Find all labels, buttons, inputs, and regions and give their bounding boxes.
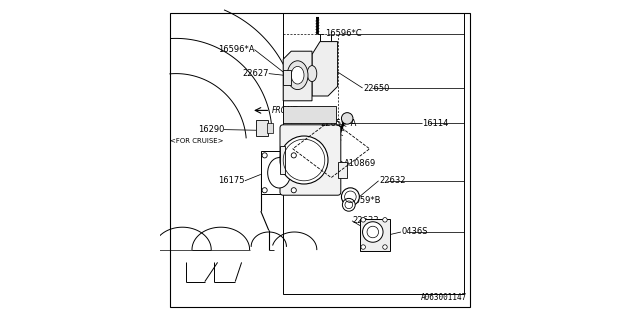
Ellipse shape [287, 61, 308, 90]
Circle shape [361, 218, 365, 222]
Text: 22633: 22633 [352, 216, 379, 225]
Bar [268, 123, 273, 133]
Bar [283, 13, 464, 294]
Circle shape [342, 198, 355, 211]
Text: 16596*A: 16596*A [218, 45, 254, 54]
Circle shape [361, 245, 365, 249]
Bar [283, 106, 336, 123]
Polygon shape [283, 51, 312, 101]
Text: 22650: 22650 [364, 84, 390, 92]
Circle shape [262, 188, 268, 193]
Circle shape [383, 218, 387, 222]
Text: 16114: 16114 [422, 119, 449, 128]
FancyBboxPatch shape [280, 125, 340, 195]
Text: 16175: 16175 [218, 176, 245, 185]
Text: 22659*B: 22659*B [344, 196, 381, 204]
Bar [360, 219, 390, 251]
Circle shape [362, 222, 383, 242]
Circle shape [291, 153, 296, 158]
Bar [256, 120, 268, 136]
Text: 22632: 22632 [380, 176, 406, 185]
Polygon shape [312, 42, 338, 96]
Text: <FOR CRUISE>: <FOR CRUISE> [170, 139, 224, 144]
Circle shape [280, 136, 328, 184]
Text: 22659*A: 22659*A [320, 119, 356, 128]
Bar [338, 162, 348, 178]
Ellipse shape [268, 158, 291, 188]
Text: 0436S: 0436S [402, 228, 428, 236]
Text: A063001147: A063001147 [421, 293, 467, 302]
Text: 16596*C: 16596*C [325, 29, 362, 38]
Circle shape [342, 113, 353, 124]
Bar [280, 146, 285, 174]
Bar [283, 70, 291, 85]
Text: A10869: A10869 [344, 159, 376, 168]
Circle shape [262, 153, 268, 158]
Text: 22627: 22627 [243, 69, 269, 78]
Ellipse shape [307, 66, 317, 82]
Bar [261, 151, 298, 195]
Text: 16290: 16290 [198, 125, 224, 134]
Circle shape [291, 188, 296, 193]
Ellipse shape [291, 67, 304, 84]
Circle shape [342, 188, 360, 206]
Text: FRONT: FRONT [272, 106, 298, 115]
Circle shape [383, 245, 387, 249]
